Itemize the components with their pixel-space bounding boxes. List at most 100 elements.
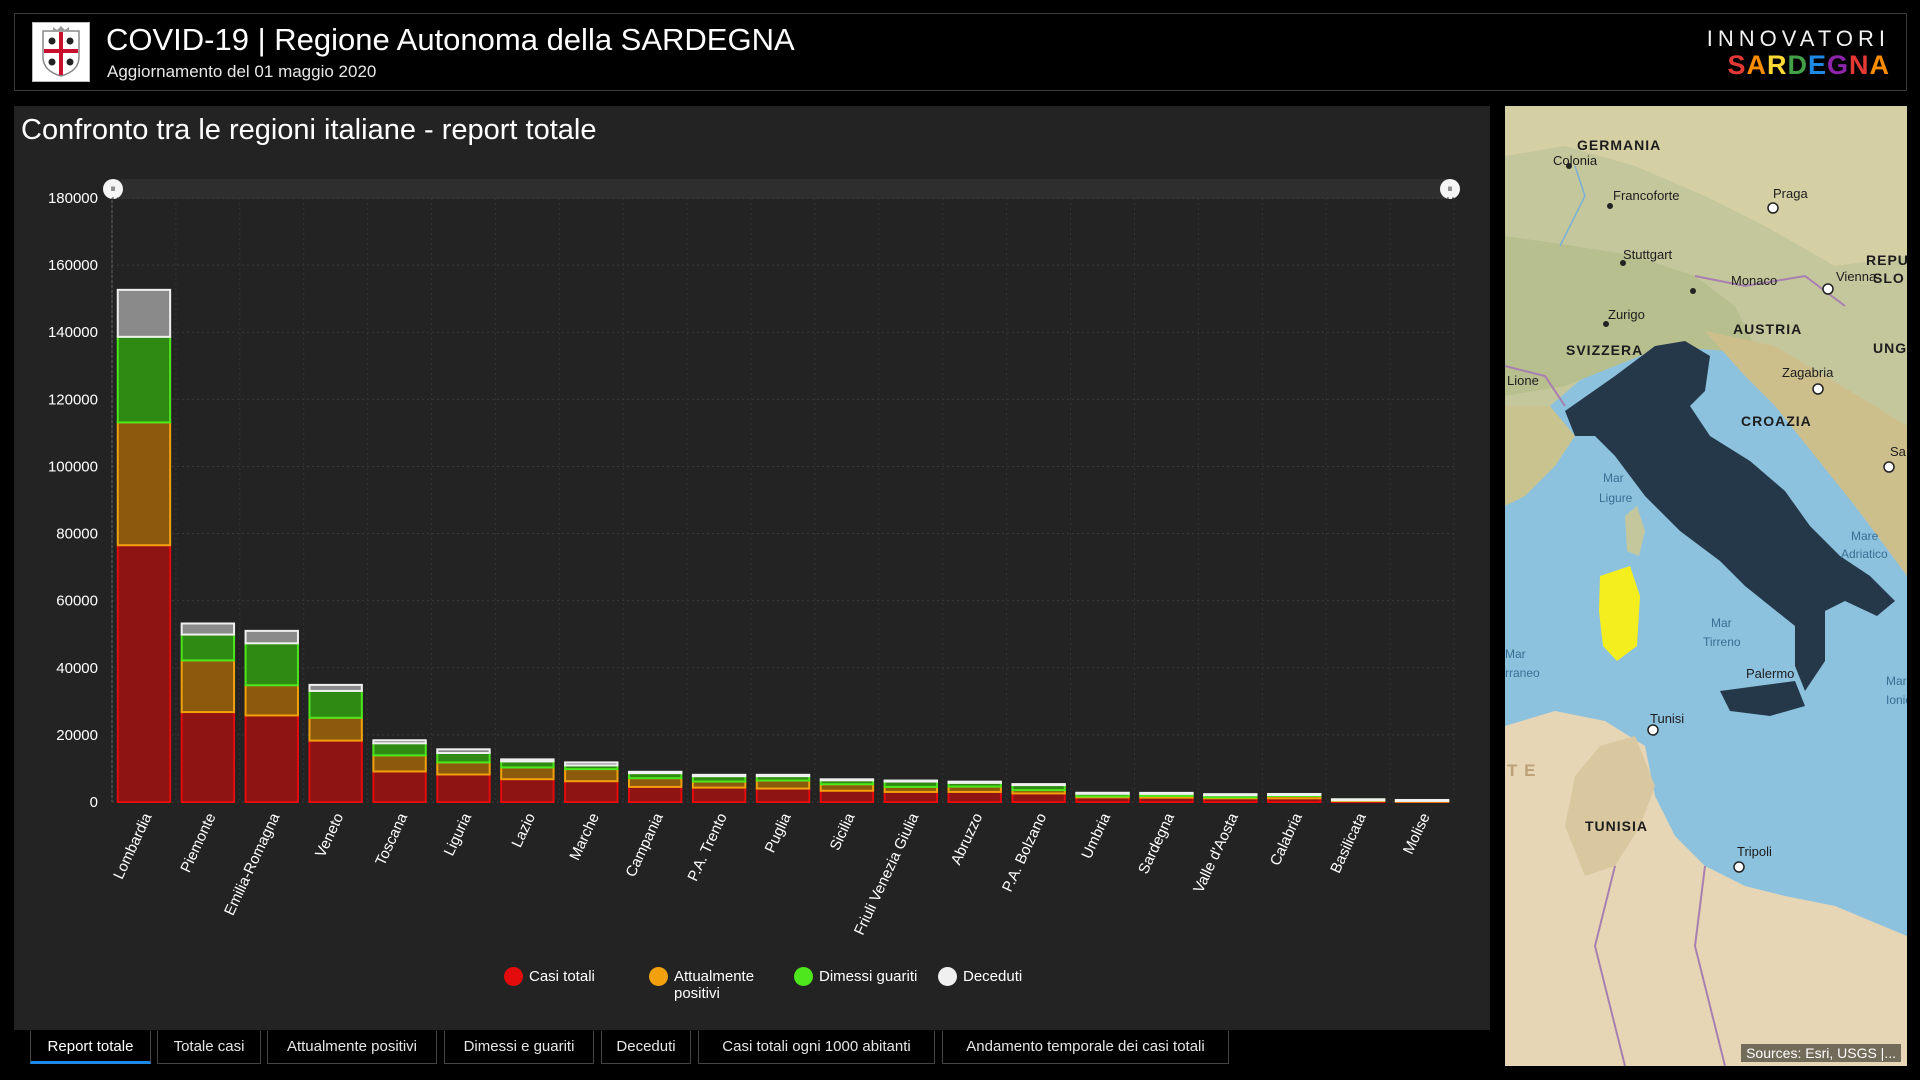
tab-attualmente-positivi[interactable]: Attualmente positivi <box>267 1031 437 1064</box>
x-tick-label: Piemonte <box>177 811 219 876</box>
bar-segment <box>116 288 172 338</box>
bar-segment <box>436 773 491 803</box>
map-label-mar-left: Mar <box>1505 647 1526 661</box>
bar-segment <box>180 711 236 803</box>
bar-segment <box>691 786 747 803</box>
x-tick-label: Liguria <box>441 810 476 859</box>
map-basemap <box>1505 106 1907 1066</box>
stacked-bar-chart: 0 20000 40000 60000 80000 100000 120000 140000 1… <box>48 190 1455 938</box>
tab-deceduti[interactable]: Deceduti <box>601 1031 691 1064</box>
map-label-colonia: Colonia <box>1553 153 1598 168</box>
bar-segment <box>691 773 747 778</box>
bar-segment <box>819 778 875 782</box>
map-label-slo: SLO <box>1873 270 1905 286</box>
bar-segment <box>436 761 491 776</box>
bar-segment <box>564 768 619 783</box>
map-label-vienna: Vienna <box>1836 269 1877 284</box>
chart-panel: Confronto tra le regioni italiane - repo… <box>14 106 1490 1030</box>
update-date: Aggiornamento del 01 maggio 2020 <box>107 62 377 81</box>
x-tick-label: P.A. Trento <box>684 811 730 884</box>
bar-segment <box>1139 791 1194 795</box>
bar-segment <box>883 779 939 783</box>
legend-dot-icon <box>504 967 523 986</box>
x-tick-label: Lazio <box>508 811 539 851</box>
bar-segment <box>244 684 299 717</box>
bar-segment <box>500 766 555 781</box>
x-tick-label: Friuli Venezia Giulia <box>851 810 923 938</box>
brand-name-bottom: SARDEGNA <box>1727 50 1890 80</box>
x-tick-label: Calabria <box>1267 810 1306 868</box>
x-tick-label: Emilia-Romagna <box>221 810 284 918</box>
chart-title: Confronto tra le regioni italiane - repo… <box>21 114 597 146</box>
map-label-praga: Praga <box>1773 186 1808 201</box>
bar-segment <box>372 742 427 757</box>
map-label-te: T E <box>1507 761 1537 780</box>
bar-segment <box>308 716 363 742</box>
app-header: COVID-19 | Regione Autonoma della SARDEG… <box>14 13 1907 91</box>
bar-segment <box>116 335 172 424</box>
map-label-repu: REPU <box>1866 252 1907 268</box>
map-label-zurigo: Zurigo <box>1608 307 1645 322</box>
y-tick-label: 140000 <box>48 324 98 341</box>
legend-dot-icon <box>794 967 813 986</box>
bar-segment <box>1330 798 1386 802</box>
bar-segment <box>372 770 427 803</box>
tab-totale-casi[interactable]: Totale casi <box>157 1031 261 1064</box>
tab-report-totale[interactable]: Report totale <box>30 1031 151 1064</box>
map-label-rraneo: rraneo <box>1505 666 1540 680</box>
map-label-francoforte: Francoforte <box>1613 188 1680 203</box>
x-tick-label: Sicilia <box>827 810 859 853</box>
x-tick-label: P.A. Bolzano <box>999 811 1050 895</box>
map-label-lione: Lione <box>1507 373 1539 388</box>
legend-dot-icon <box>649 967 668 986</box>
bar-segment <box>947 780 1002 784</box>
bar-segment <box>564 780 619 804</box>
x-tick-label: Toscana <box>372 810 411 868</box>
bar-segment <box>308 739 363 803</box>
bar-segment <box>1394 798 1450 802</box>
map-label-ungh: UNGH <box>1873 340 1907 356</box>
bar-segment <box>755 773 811 778</box>
bar-segment <box>244 642 299 687</box>
map-view[interactable]: GERMANIA Colonia Francoforte Praga Stutt… <box>1505 106 1907 1066</box>
tab-casi-ogni-1000-abitanti[interactable]: Casi totali ogni 1000 abitanti <box>698 1031 935 1064</box>
coat-of-arms-icon <box>42 26 80 77</box>
y-tick-label: 80000 <box>56 526 98 543</box>
map-label-austria: AUSTRIA <box>1733 321 1803 337</box>
bar-segment <box>308 689 363 719</box>
brand-name-top: INNOVATORI <box>1706 26 1890 51</box>
x-tick-label: Basilicata <box>1327 810 1370 876</box>
y-tick-label: 40000 <box>56 660 98 677</box>
bar-segment <box>755 787 811 803</box>
bar-segment <box>947 790 1002 804</box>
bar-segment <box>627 785 683 804</box>
y-tick-label: 120000 <box>48 391 98 408</box>
map-attribution[interactable]: Sources: Esri, USGS |... <box>1741 1044 1901 1062</box>
bar-segment <box>627 777 683 788</box>
range-slider-right-handle[interactable]: ⏸ <box>1440 179 1460 199</box>
map-label-sa: Sa <box>1890 444 1906 459</box>
bar-segment <box>436 748 491 755</box>
map-label-mar-ligure-2: Ligure <box>1599 491 1633 505</box>
map-label-mar-ligure-1: Mar <box>1603 471 1624 485</box>
range-slider-track[interactable] <box>114 179 1450 199</box>
y-tick-label: 0 <box>90 794 98 811</box>
map-label-stuttgart: Stuttgart <box>1623 247 1673 262</box>
bar-segment <box>564 761 619 767</box>
bar-segment <box>244 714 299 804</box>
tab-andamento-temporale[interactable]: Andamento temporale dei casi totali <box>942 1031 1229 1064</box>
map-label-tunisi: Tunisi <box>1650 711 1685 726</box>
range-slider-left-handle[interactable]: ⏸ <box>103 179 123 199</box>
y-tick-label: 20000 <box>56 727 98 744</box>
map-label-mare-adriatico-1: Mare <box>1851 529 1879 543</box>
bar-segment <box>500 758 555 763</box>
map-label-mar-tirreno-1: Mar <box>1711 616 1732 630</box>
map-label-germania: GERMANIA <box>1577 137 1662 153</box>
x-tick-label: Sardegna <box>1135 810 1178 877</box>
x-tick-label: Umbria <box>1078 810 1114 862</box>
map-label-tunisia: TUNISIA <box>1585 818 1648 834</box>
map-label-croazia: CROAZIA <box>1741 413 1812 429</box>
x-tick-label: Campania <box>623 810 668 880</box>
tab-dimessi-guariti[interactable]: Dimessi e guariti <box>444 1031 594 1064</box>
map-label-palermo: Palermo <box>1746 666 1795 681</box>
